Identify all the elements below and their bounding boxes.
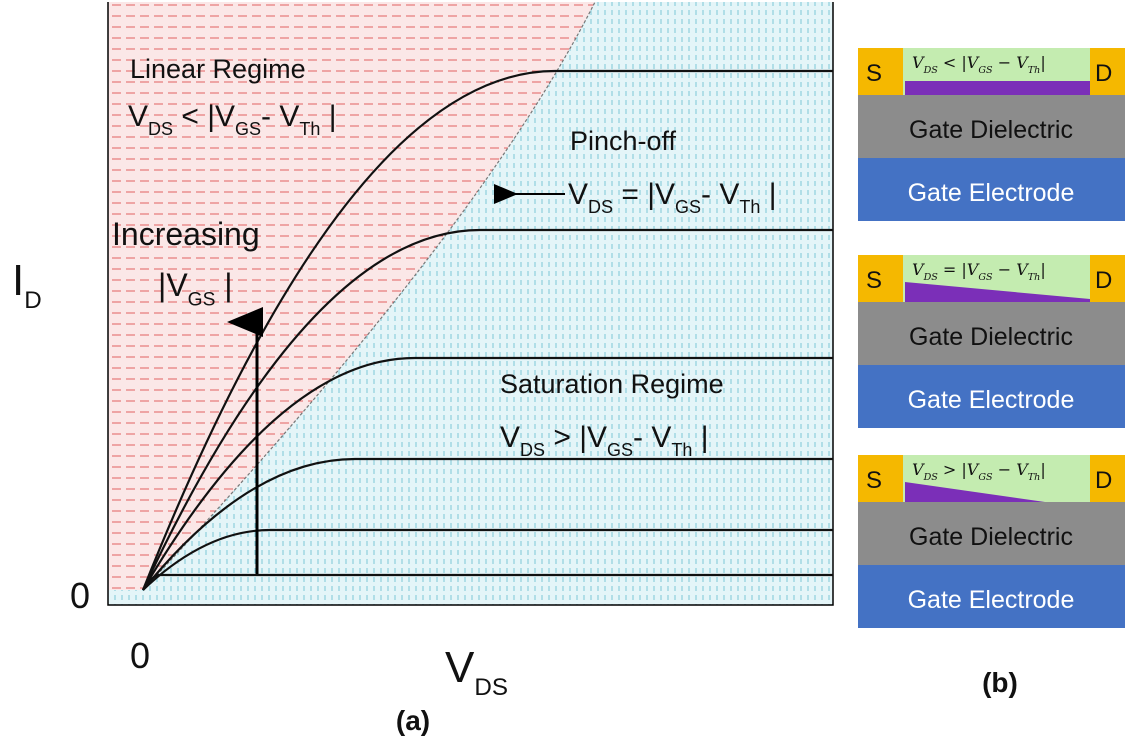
subscript: GS — [978, 65, 993, 76]
text-part: − V — [993, 53, 1030, 72]
figure: Linear RegimeVDS < |VGS- VTh |Pinch-offV… — [0, 0, 1131, 745]
drain-label: D — [1095, 60, 1112, 87]
subscript: D — [24, 287, 41, 314]
source-label: S — [866, 467, 882, 494]
subscript: DS — [923, 272, 939, 283]
regime-title: Linear Regime — [130, 54, 306, 84]
pinch-off-title: Pinch-off — [570, 126, 677, 156]
subscript: GS — [235, 119, 261, 139]
dielectric-label: Gate Dielectric — [909, 323, 1073, 351]
text-part: - V — [261, 100, 299, 133]
subscript: Th — [671, 440, 692, 460]
text-part: | — [1040, 53, 1045, 72]
increasing-label: Increasing — [112, 216, 260, 252]
caption: (a) — [396, 705, 430, 736]
text-part: > |V — [938, 460, 980, 479]
text-part: = |V — [938, 260, 980, 279]
source-label: S — [866, 267, 882, 294]
text-part: - V — [633, 421, 671, 454]
regime-title: Saturation Regime — [500, 369, 724, 399]
subscript: GS — [978, 272, 993, 283]
text-part: > |V — [545, 421, 607, 454]
text-part: = |V — [613, 178, 675, 211]
dielectric-label: Gate Dielectric — [909, 116, 1073, 144]
origin-label: 0 — [70, 575, 90, 616]
origin-label: 0 — [130, 635, 150, 676]
text-part: V — [128, 100, 148, 133]
subscript: Th — [739, 197, 760, 217]
subscript: DS — [923, 472, 939, 483]
source-label: S — [866, 60, 882, 87]
subscript: DS — [588, 197, 613, 217]
text-part: |V — [158, 267, 188, 303]
subscript: GS — [978, 472, 993, 483]
subscript: GS — [675, 197, 701, 217]
dielectric-label: Gate Dielectric — [909, 523, 1073, 551]
text-part: | — [1040, 460, 1045, 479]
x-axis-label: VDS — [445, 643, 508, 701]
electrode-label: Gate Electrode — [908, 386, 1075, 414]
electrode-label: Gate Electrode — [908, 179, 1075, 207]
accumulation-channel — [905, 81, 1090, 95]
electrode-label: Gate Electrode — [908, 586, 1075, 614]
text-part: V — [568, 178, 588, 211]
subscript: DS — [148, 119, 173, 139]
text-part: | — [760, 178, 776, 211]
text-part: − V — [993, 260, 1030, 279]
text-part: V — [500, 421, 520, 454]
text-part: | — [692, 421, 708, 454]
subscript: DS — [520, 440, 545, 460]
text-part: I — [12, 256, 24, 305]
caption: (b) — [982, 667, 1018, 698]
subscript: Th — [1028, 272, 1041, 283]
drain-label: D — [1095, 467, 1112, 494]
text-part: − V — [993, 460, 1030, 479]
subscript: DS — [923, 65, 939, 76]
text-part: | — [1040, 260, 1045, 279]
page: body { margin: 0; background: #fff; font… — [0, 0, 1131, 745]
subscript: GS — [188, 290, 216, 311]
text-part: V — [445, 643, 475, 692]
subscript: Th — [1028, 472, 1041, 483]
subscript: Th — [299, 119, 320, 139]
text-part: | — [215, 267, 232, 303]
subscript: Th — [1028, 65, 1041, 76]
text-part: < |V — [173, 100, 235, 133]
text-part: | — [320, 100, 336, 133]
subscript: DS — [474, 674, 508, 701]
text-part: - V — [701, 178, 739, 211]
drain-label: D — [1095, 267, 1112, 294]
page-body: {"panel_a": { "y_axis_label": ["I", "D"]… — [0, 0, 1131, 745]
subscript: GS — [607, 440, 633, 460]
text-part: < |V — [938, 53, 980, 72]
y-axis-label: ID — [12, 256, 42, 314]
